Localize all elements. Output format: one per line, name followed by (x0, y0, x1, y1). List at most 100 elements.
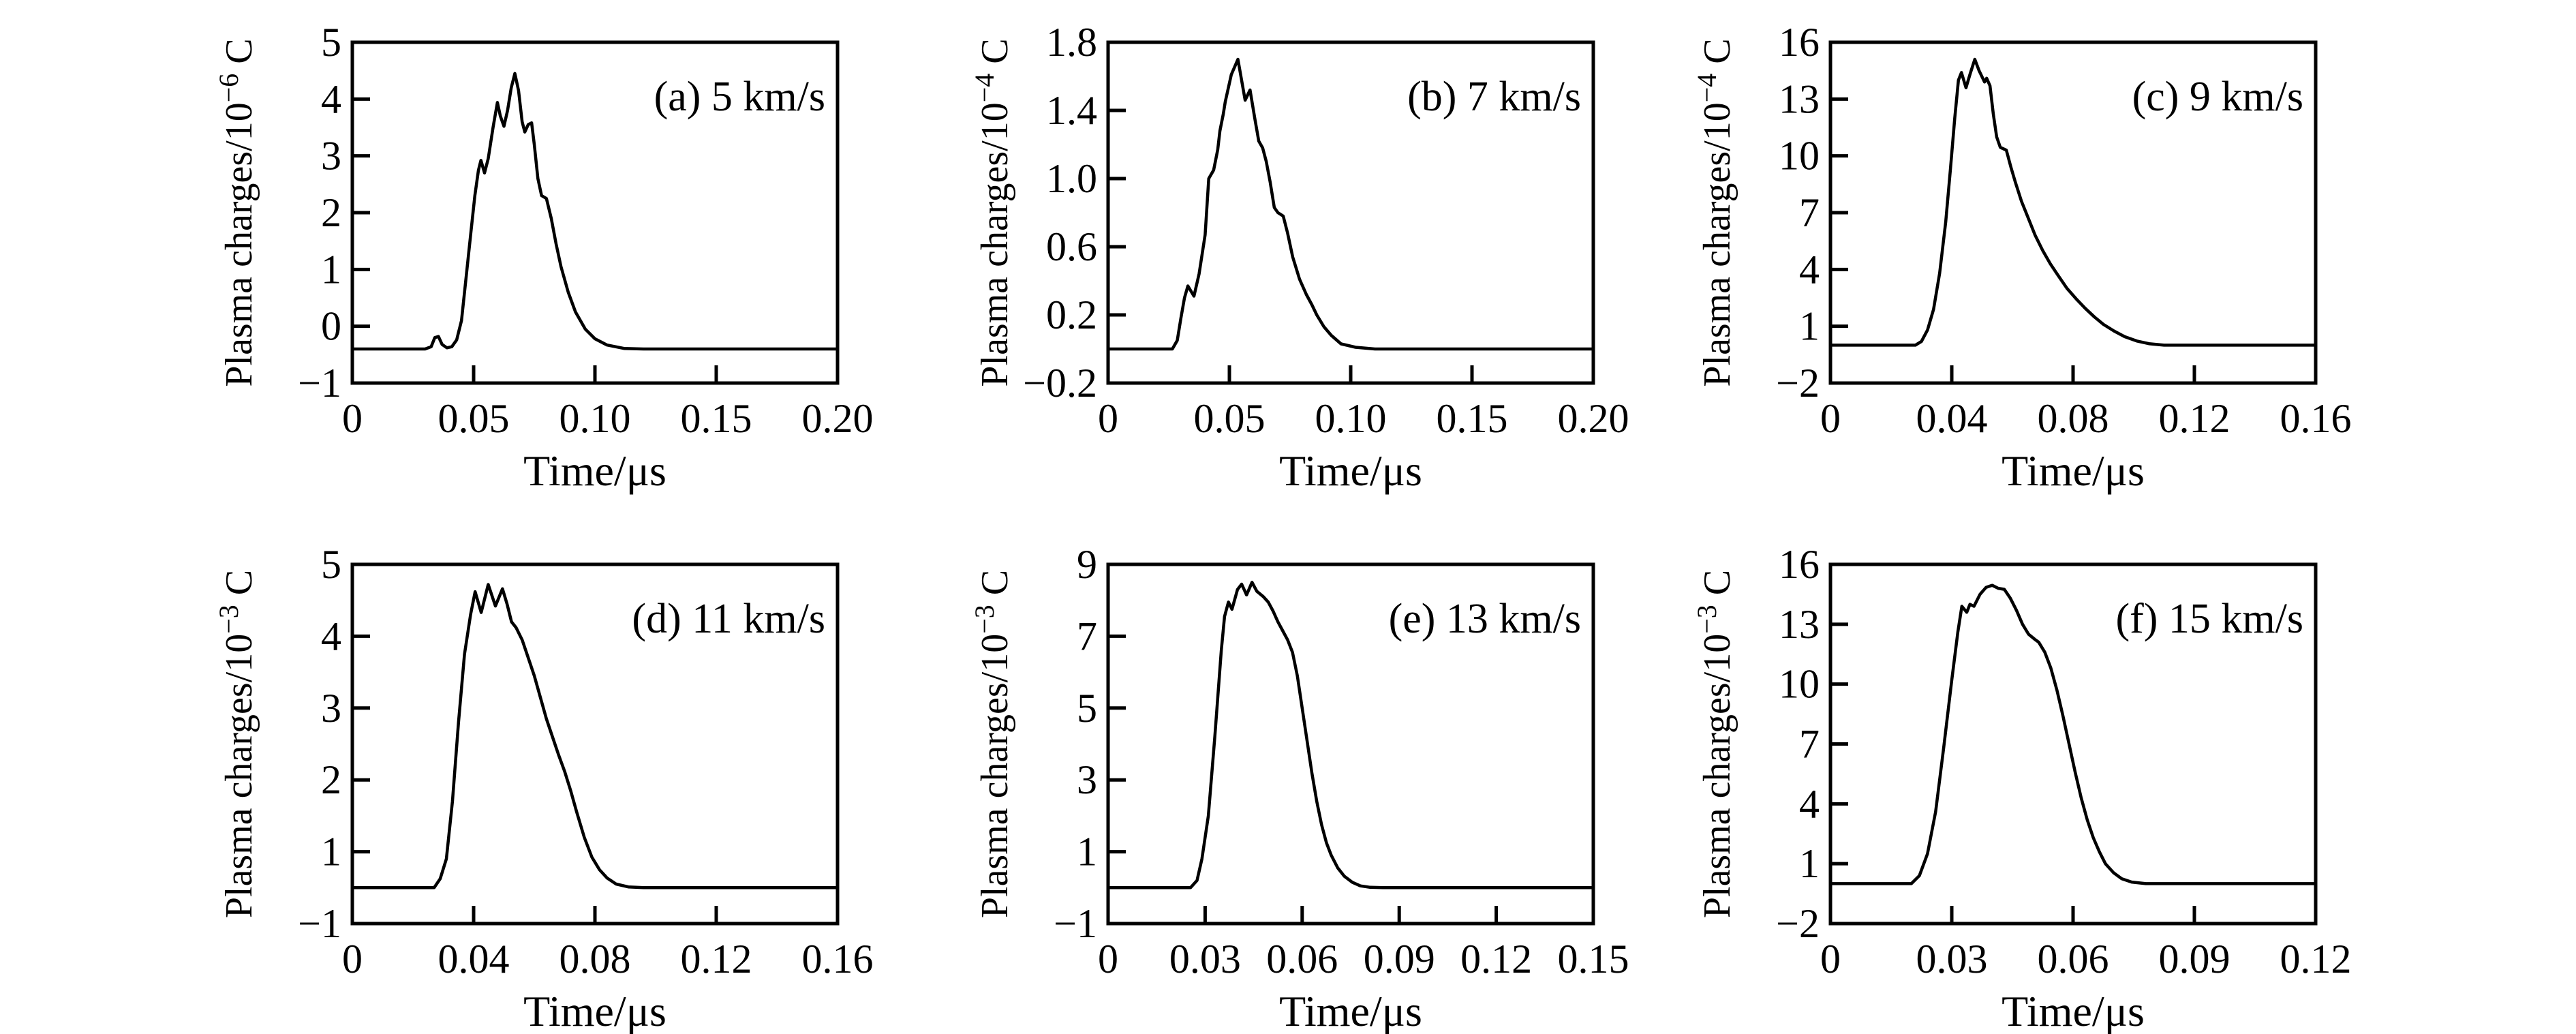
axis-title-y-text: Plasma charges/10 (1696, 102, 1738, 386)
axis-title-y-exponent: −6 (213, 74, 244, 103)
x-tick-label: 0.20 (1558, 396, 1629, 441)
x-tick-label: 0.08 (559, 937, 631, 982)
panel-title: (c) 9 km/s (2132, 74, 2303, 120)
y-tick-label: 16 (1779, 20, 1820, 65)
axis-title-y: Plasma charges/10−3 C (969, 570, 1016, 918)
x-tick-label: 0 (342, 396, 363, 441)
panel-d: 5 4 3 2 1 −10 0.04 0.08 0.12 0.16 (d) 11 km/s Time/… (213, 542, 874, 1034)
y-tick-label: 1.8 (1046, 20, 1097, 65)
x-tick-label: 0.16 (2280, 396, 2352, 441)
axis-title-y-unit: C (218, 570, 260, 595)
axis-title-y-unit: C (1696, 38, 1738, 63)
panel-title: (d) 11 km/s (632, 596, 825, 642)
y-tick-label: 4 (321, 613, 341, 658)
y-tick-label: 5 (321, 542, 341, 587)
x-tick-label: 0.06 (1266, 937, 1338, 982)
axis-title-x: Time/μs (2002, 987, 2145, 1034)
y-tick-label: 3 (321, 134, 341, 179)
y-tick-label: 10 (1779, 134, 1820, 179)
x-tick-label: 0.10 (1315, 396, 1387, 441)
data-curve (1828, 57, 2318, 347)
y-tick-label: 2 (321, 757, 341, 802)
x-tick-label: 0.03 (1916, 937, 1988, 982)
axis-title-y: Plasma charges/10−3 C (213, 570, 260, 918)
axis-title-x: Time/μs (2002, 446, 2145, 495)
x-tick-label: 0.10 (559, 396, 631, 441)
x-tick-label: 0 (1098, 937, 1118, 982)
y-tick-label: 4 (1799, 781, 1820, 826)
y-tick-label: 3 (1077, 757, 1097, 802)
y-tick-label: 3 (321, 686, 341, 731)
axis-title-x: Time/μs (523, 987, 666, 1034)
y-tick-label: 4 (321, 76, 341, 121)
axis-title-y-unit: C (974, 570, 1016, 595)
axis-title-y-exponent: −4 (1691, 74, 1722, 103)
y-tick-label: 1 (1799, 304, 1820, 349)
y-tick-label: 7 (1799, 722, 1820, 767)
x-tick-label: 0.12 (2280, 937, 2352, 982)
x-tick-label: 0.20 (802, 396, 874, 441)
axis-title-y-text: Plasma charges/10 (974, 102, 1016, 386)
y-tick-label: 4 (1799, 247, 1820, 292)
y-tick-label: 1.0 (1046, 156, 1097, 201)
y-tick-label: 0.6 (1046, 224, 1097, 269)
axis-title-y: Plasma charges/10−4 C (969, 38, 1016, 386)
panel-f: 16 13 10 7 4 1 −20 0.03 0.06 0.09 0.12 (f) 15 km/s T… (1691, 542, 2352, 1034)
x-tick-label: 0.05 (438, 396, 510, 441)
x-tick-label: 0.04 (1916, 396, 1988, 441)
axis-title-y: Plasma charges/10−3 C (1691, 570, 1738, 918)
y-tick-label: 7 (1799, 190, 1820, 235)
x-tick-label: 0.12 (681, 937, 752, 982)
axis-title-x: Time/μs (1279, 446, 1422, 495)
axis-title-y-unit: C (974, 38, 1016, 63)
data-curve (350, 583, 840, 889)
panel-c: 16 13 10 7 4 1 −20 0.04 0.08 0.12 0.16 (c) 9 km/s Ti… (1691, 20, 2352, 495)
x-tick-label: 0.15 (1437, 396, 1508, 441)
y-tick-label: −0.2 (1023, 361, 1097, 406)
axis-title-y: Plasma charges/10−6 C (213, 38, 260, 386)
x-tick-label: 0.15 (681, 396, 752, 441)
axis-title-y-exponent: −4 (969, 74, 1000, 103)
axis-title-x: Time/μs (523, 446, 666, 495)
y-tick-label: −2 (1776, 361, 1820, 406)
x-tick-label: 0.09 (2159, 937, 2230, 982)
y-tick-label: 0 (321, 304, 341, 349)
y-tick-label: −1 (298, 901, 341, 946)
x-tick-label: 0 (342, 937, 363, 982)
y-tick-label: 1 (321, 830, 341, 875)
x-tick-label: 0.12 (1460, 937, 1532, 982)
panel-e: 9 7 5 3 1 −10 0.03 0.06 0.09 0.12 0.15 (e) 13 km/s T… (969, 542, 1629, 1034)
data-curve (1106, 581, 1595, 889)
axis-title-y-unit: C (218, 38, 260, 63)
axis-title-y-text: Plasma charges/10 (1696, 634, 1738, 918)
axis-title-y-text: Plasma charges/10 (218, 634, 260, 918)
data-curve (1828, 583, 2318, 885)
x-tick-label: 0 (1820, 396, 1841, 441)
y-tick-label: 9 (1077, 542, 1097, 587)
panel-b: 1.8 1.4 1.0 0.6 0.2 −0.20 0.05 0.10 0.15 0.20 (b) … (969, 20, 1629, 495)
y-tick-label: 0.2 (1046, 292, 1097, 337)
x-tick-label: 0.12 (2159, 396, 2230, 441)
data-curve (350, 72, 840, 351)
y-tick-label: 5 (1077, 686, 1097, 731)
x-tick-label: 0 (1820, 937, 1841, 982)
plot-frame (1106, 562, 1595, 926)
y-tick-label: −1 (298, 361, 341, 406)
axis-title-y: Plasma charges/10−4 C (1691, 38, 1738, 386)
x-tick-label: 0.08 (2038, 396, 2109, 441)
panel-title: (b) 7 km/s (1407, 74, 1581, 120)
panel-title: (e) 13 km/s (1389, 596, 1581, 642)
axis-title-y-exponent: −3 (969, 605, 1000, 634)
axis-title-y-unit: C (1696, 570, 1738, 595)
y-tick-label: 5 (321, 20, 341, 65)
y-tick-label: 13 (1779, 602, 1820, 647)
y-tick-label: −1 (1054, 901, 1097, 946)
x-tick-label: 0.15 (1558, 937, 1629, 982)
panel-title: (a) 5 km/s (654, 74, 825, 120)
y-tick-label: 16 (1779, 542, 1820, 587)
y-tick-label: 2 (321, 190, 341, 235)
x-tick-label: 0.03 (1169, 937, 1241, 982)
y-tick-label: 7 (1077, 613, 1097, 658)
data-curve (1106, 57, 1595, 351)
